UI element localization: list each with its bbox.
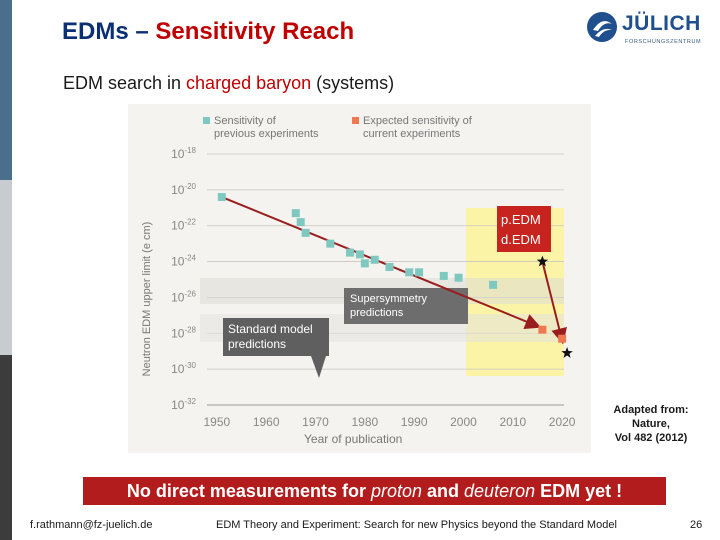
- legend-label-current: Expected sensitivity of current experimen…: [363, 115, 473, 140]
- edm-label-box: p.EDM d.EDM: [497, 206, 551, 252]
- logo-subtext: FORSCHUNGSZENTRUM: [625, 39, 702, 45]
- legend-swatch-previous: [203, 117, 210, 124]
- data-point: [326, 239, 335, 248]
- star-markers: [536, 255, 573, 358]
- sm-callout: Standard model predictions: [223, 318, 329, 378]
- edm-label-background: [497, 206, 551, 252]
- data-point: [355, 250, 364, 259]
- credit-line-3: Vol 482 (2012): [614, 432, 688, 444]
- juelich-logo: JÜLICH FORSCHUNGSZENTRUM: [585, 8, 710, 50]
- x-tick-label: 1990: [401, 415, 428, 429]
- logo-text: JÜLICH: [622, 12, 701, 35]
- sm-callout-pointer: [311, 356, 326, 378]
- data-point: [489, 280, 498, 289]
- banner-part-3: and: [422, 481, 465, 501]
- data-point: [217, 193, 226, 202]
- source-credit: Adapted from: Nature, Vol 482 (2012): [596, 403, 706, 445]
- data-point: [538, 325, 547, 334]
- slide-title-main: EDMs –: [62, 18, 156, 45]
- banner-part-2: proton: [370, 481, 423, 501]
- slide-title-accent: Sensitivity Reach: [155, 18, 355, 45]
- juelich-logo-mark-icon: [587, 12, 617, 42]
- side-accent-bar-bottom: [0, 355, 12, 540]
- dedm-label: d.EDM: [501, 232, 541, 247]
- legend-label-previous: Sensitivity of previous experiments: [214, 115, 319, 140]
- footer-talk-title: EDM Theory and Experiment: Search for ne…: [216, 519, 617, 531]
- credit-line-1: Adapted from:: [613, 404, 689, 416]
- data-point: [296, 218, 305, 227]
- x-axis-label: Year of publication: [304, 432, 402, 446]
- chart-legend: Sensitivity of previous experiments Expec…: [203, 115, 473, 140]
- banner-part-5: EDM yet !: [535, 481, 623, 501]
- star-marker: [536, 255, 549, 267]
- y-axis-label: Neutron EDM upper limit (e cm): [141, 222, 153, 377]
- x-tick-label: 2010: [499, 415, 526, 429]
- side-accent-bar-middle: [0, 180, 12, 355]
- data-point: [405, 268, 414, 277]
- legend-swatch-current: [352, 117, 359, 124]
- x-tick-label: 2000: [450, 415, 477, 429]
- x-axis-tick-labels: 1950 1960 1970 1980 1990 2000 2010 2020: [204, 415, 576, 429]
- x-tick-label: 2020: [549, 415, 576, 429]
- subtitle-part-1: EDM search in: [63, 73, 187, 93]
- pedm-label: p.EDM: [501, 212, 541, 227]
- banner-part-4: deuteron: [464, 481, 536, 501]
- x-tick-label: 1970: [302, 415, 329, 429]
- susy-callout-box: [344, 288, 468, 324]
- data-point: [301, 228, 310, 237]
- edm-chart: Sensitivity of previous experiments Expec…: [128, 104, 591, 453]
- key-message-banner: No direct measurements for proton and de…: [83, 477, 666, 505]
- side-accent-bar-top: [0, 0, 12, 180]
- data-point: [385, 262, 394, 271]
- x-tick-label: 1960: [253, 415, 280, 429]
- data-point: [360, 259, 369, 268]
- data-points: [217, 193, 567, 343]
- data-point: [439, 271, 448, 280]
- data-point: [370, 255, 379, 264]
- subtitle-part-3: (systems): [311, 73, 395, 93]
- data-point: [454, 273, 463, 282]
- data-point: [346, 248, 355, 257]
- x-tick-label: 1950: [204, 415, 231, 429]
- slide-subtitle: EDM search in charged baryon (systems): [63, 73, 394, 94]
- footer-page-number: 26: [690, 519, 703, 531]
- x-tick-label: 1980: [351, 415, 378, 429]
- credit-line-2: Nature,: [632, 418, 670, 430]
- data-point: [415, 268, 424, 277]
- trend-arrow: [221, 196, 542, 329]
- susy-callout-text: Supersymmetry predictions: [350, 293, 428, 319]
- data-point: [291, 209, 300, 218]
- trend-arrows: [221, 196, 567, 345]
- subtitle-part-2: charged baryon: [186, 73, 312, 93]
- sm-callout-box: [223, 318, 329, 356]
- banner-part-1: No direct measurements for: [126, 481, 371, 501]
- sm-callout-text: Standard model predictions: [228, 322, 313, 351]
- slide-title: EDMs – Sensitivity Reach: [62, 18, 354, 46]
- star-marker: [561, 347, 573, 358]
- trend-arrow: [541, 261, 567, 345]
- susy-callout: Supersymmetry predictions: [344, 288, 468, 324]
- footer-email: f.rathmann@fz-juelich.de: [30, 519, 153, 531]
- data-point: [558, 334, 567, 343]
- banner-text: No direct measurements for proton and de…: [83, 481, 666, 502]
